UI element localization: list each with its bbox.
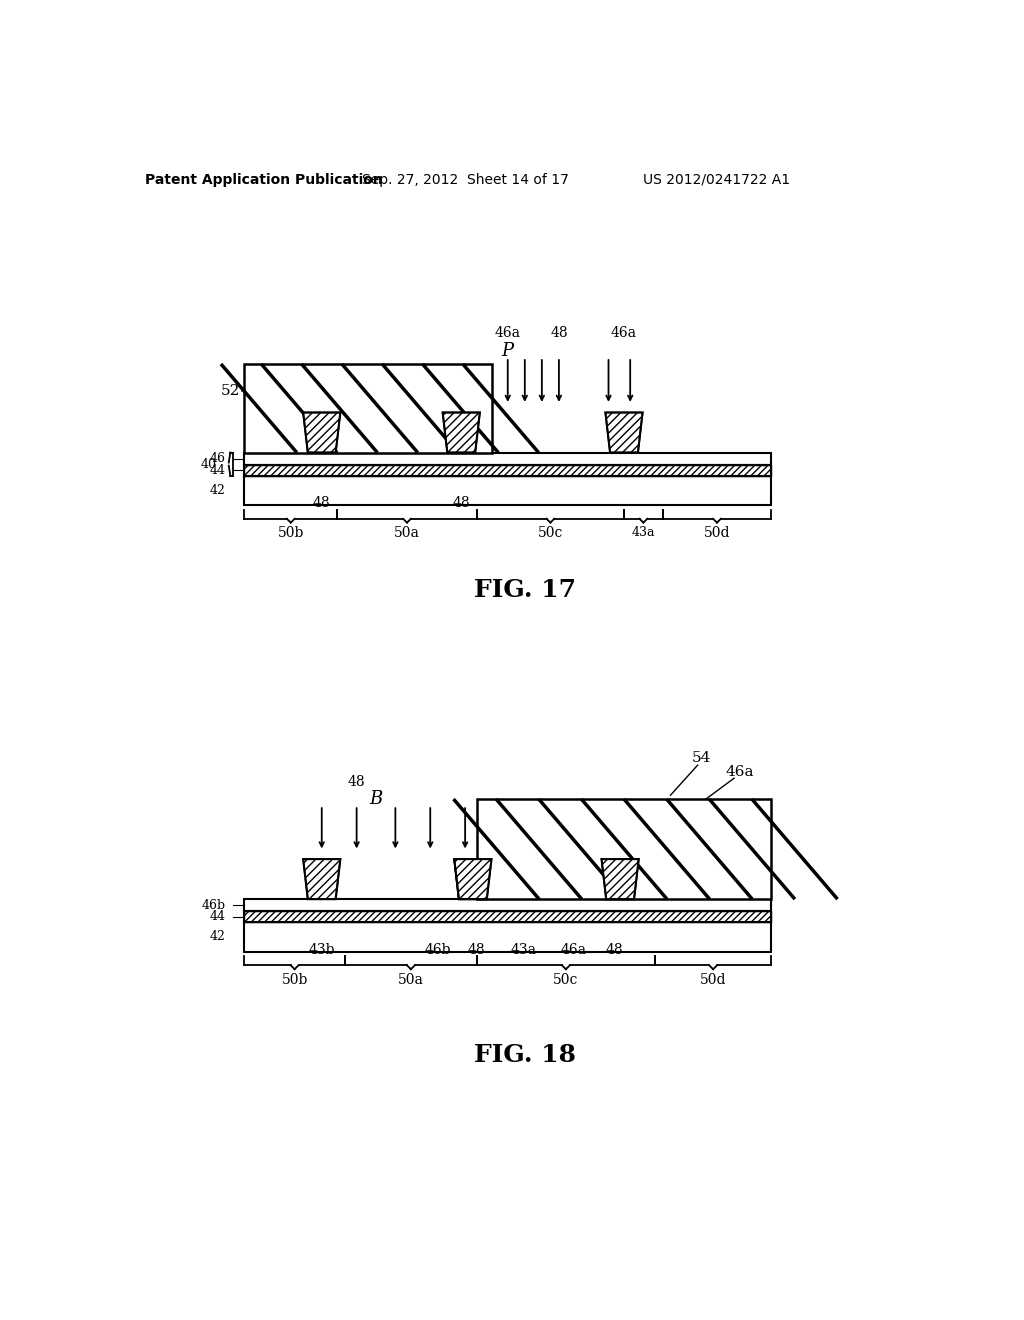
Bar xyxy=(245,911,771,923)
Text: 42: 42 xyxy=(210,483,225,496)
Bar xyxy=(245,453,771,465)
Text: 46b: 46b xyxy=(202,899,225,912)
Text: 46a: 46a xyxy=(495,326,521,341)
Text: 43b: 43b xyxy=(308,942,335,957)
Polygon shape xyxy=(303,412,340,453)
Text: 43a: 43a xyxy=(510,942,537,957)
Text: 43a: 43a xyxy=(632,527,655,540)
Polygon shape xyxy=(601,859,639,899)
Text: 50a: 50a xyxy=(398,973,424,987)
Text: FIG. 17: FIG. 17 xyxy=(474,578,575,602)
Bar xyxy=(245,364,493,453)
Text: 46: 46 xyxy=(210,453,225,465)
Text: 44: 44 xyxy=(210,463,225,477)
Text: 50b: 50b xyxy=(282,973,308,987)
Text: 50a: 50a xyxy=(394,527,420,540)
Polygon shape xyxy=(601,859,639,899)
Bar xyxy=(245,465,771,475)
Polygon shape xyxy=(303,412,340,453)
Polygon shape xyxy=(605,412,643,453)
Polygon shape xyxy=(455,859,492,899)
Polygon shape xyxy=(442,412,480,453)
Bar xyxy=(477,799,771,899)
Text: 46a: 46a xyxy=(726,766,755,779)
Polygon shape xyxy=(442,412,480,453)
Text: 50c: 50c xyxy=(538,527,563,540)
Text: 50c: 50c xyxy=(553,973,579,987)
Text: 46a: 46a xyxy=(560,942,587,957)
Text: US 2012/0241722 A1: US 2012/0241722 A1 xyxy=(643,173,791,187)
Text: 50b: 50b xyxy=(278,527,304,540)
Text: 48: 48 xyxy=(606,942,624,957)
Text: B: B xyxy=(370,791,383,808)
Text: 44: 44 xyxy=(210,911,225,924)
Polygon shape xyxy=(455,859,492,899)
Text: Sep. 27, 2012  Sheet 14 of 17: Sep. 27, 2012 Sheet 14 of 17 xyxy=(361,173,568,187)
Text: 48: 48 xyxy=(468,942,485,957)
Bar xyxy=(245,923,771,952)
Text: 40: 40 xyxy=(201,458,216,471)
Text: FIG. 18: FIG. 18 xyxy=(474,1043,575,1068)
Bar xyxy=(245,475,771,506)
Polygon shape xyxy=(303,859,340,899)
Text: 46a: 46a xyxy=(611,326,637,341)
Text: 46b: 46b xyxy=(425,942,452,957)
Text: 50d: 50d xyxy=(699,973,726,987)
Text: Patent Application Publication: Patent Application Publication xyxy=(144,173,383,187)
Text: 48: 48 xyxy=(453,496,470,511)
Text: 48: 48 xyxy=(550,326,567,341)
Text: 52: 52 xyxy=(221,384,241,397)
Bar xyxy=(245,911,771,923)
Text: 48: 48 xyxy=(348,775,366,789)
Bar xyxy=(245,465,771,475)
Text: P: P xyxy=(502,342,514,360)
Bar xyxy=(245,364,493,453)
Bar xyxy=(245,899,771,911)
Bar xyxy=(477,799,771,899)
Text: 54: 54 xyxy=(692,751,712,766)
Text: 48: 48 xyxy=(313,496,331,511)
Text: 50d: 50d xyxy=(703,527,730,540)
Text: 42: 42 xyxy=(210,931,225,944)
